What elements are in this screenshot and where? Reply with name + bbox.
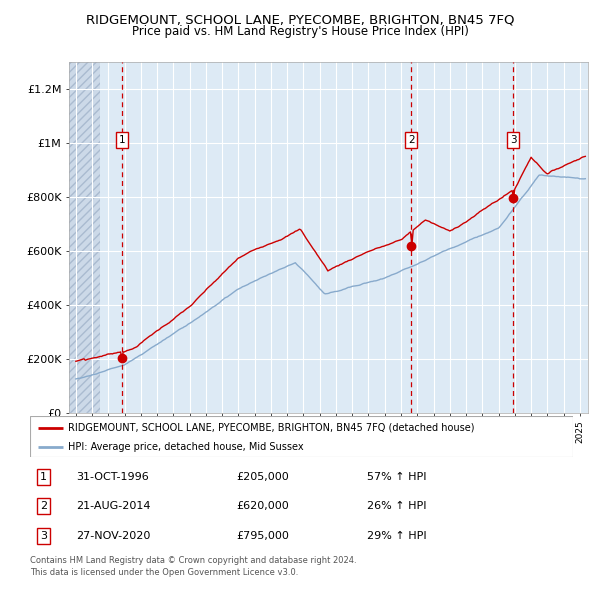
Text: Contains HM Land Registry data © Crown copyright and database right 2024.
This d: Contains HM Land Registry data © Crown c… (30, 556, 356, 576)
Text: 1: 1 (40, 471, 47, 481)
Text: £205,000: £205,000 (236, 471, 289, 481)
Text: 2: 2 (408, 135, 415, 145)
Text: 3: 3 (510, 135, 517, 145)
Text: 31-OCT-1996: 31-OCT-1996 (76, 471, 149, 481)
Text: Price paid vs. HM Land Registry's House Price Index (HPI): Price paid vs. HM Land Registry's House … (131, 25, 469, 38)
Bar (69, 62, 100, 413)
Text: 1: 1 (119, 135, 125, 145)
Text: 21-AUG-2014: 21-AUG-2014 (76, 501, 151, 511)
Text: 29% ↑ HPI: 29% ↑ HPI (367, 531, 426, 541)
Text: £795,000: £795,000 (236, 531, 289, 541)
Text: 3: 3 (40, 531, 47, 541)
Text: RIDGEMOUNT, SCHOOL LANE, PYECOMBE, BRIGHTON, BN45 7FQ (detached house): RIDGEMOUNT, SCHOOL LANE, PYECOMBE, BRIGH… (68, 422, 475, 432)
Text: 26% ↑ HPI: 26% ↑ HPI (367, 501, 426, 511)
FancyBboxPatch shape (30, 416, 573, 457)
Text: 57% ↑ HPI: 57% ↑ HPI (367, 471, 426, 481)
Text: £620,000: £620,000 (236, 501, 289, 511)
Text: RIDGEMOUNT, SCHOOL LANE, PYECOMBE, BRIGHTON, BN45 7FQ: RIDGEMOUNT, SCHOOL LANE, PYECOMBE, BRIGH… (86, 14, 514, 27)
Text: 27-NOV-2020: 27-NOV-2020 (76, 531, 151, 541)
Text: HPI: Average price, detached house, Mid Sussex: HPI: Average price, detached house, Mid … (68, 442, 304, 452)
Text: 2: 2 (40, 501, 47, 511)
